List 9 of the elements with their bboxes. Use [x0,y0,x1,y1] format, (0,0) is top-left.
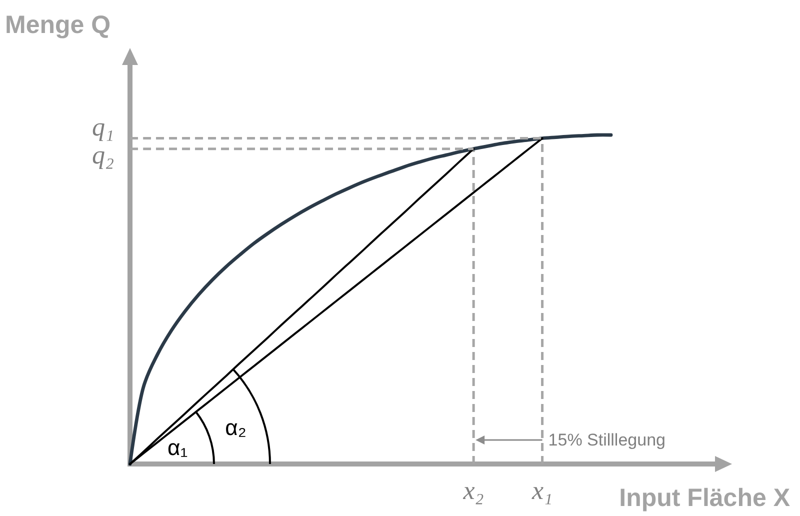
x-tick-label: x₁ [530,476,553,505]
x-axis-title: Input Fläche X [619,484,790,512]
series-label: q₁ [92,112,114,142]
y-axis-title: Menge Q [5,11,111,39]
annotation: 15% Stilllegung [548,430,666,450]
series-label: q₂ [92,140,114,170]
annotation: α₂ [225,414,246,440]
annotation: α₁ [168,434,188,460]
x-tick-label: x₂ [462,476,484,505]
